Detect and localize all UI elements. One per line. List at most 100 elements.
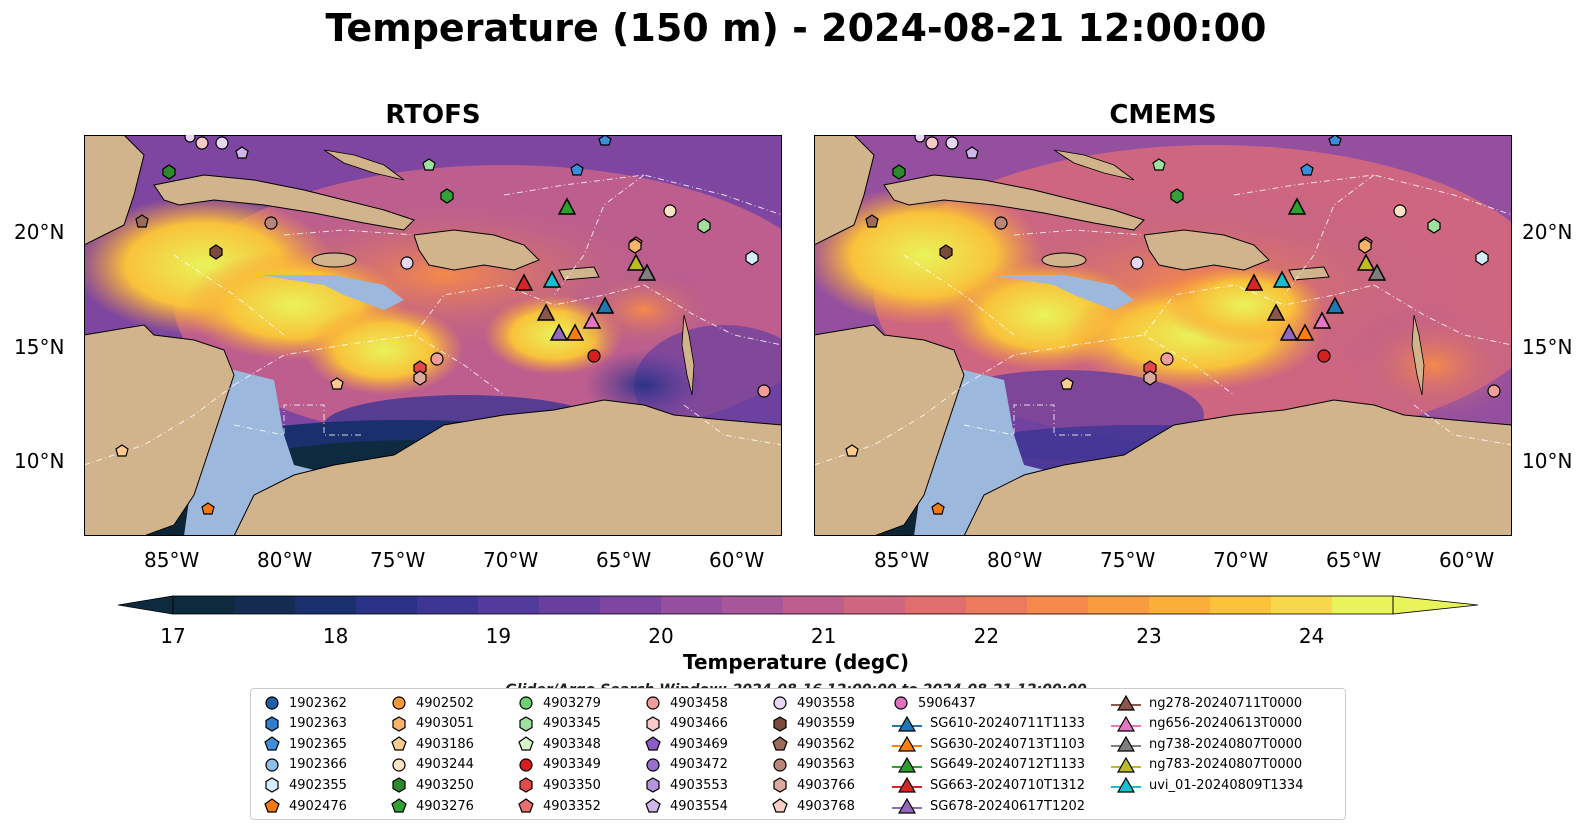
map-panel-cmems <box>814 135 1512 536</box>
legend-item: ng738-20240807T0000 <box>1111 734 1302 754</box>
colorbar-segment <box>722 596 784 614</box>
colorbar-segment <box>1027 596 1089 614</box>
lat-label-left: 20°N <box>14 220 65 244</box>
colorbar-segment <box>1210 596 1272 614</box>
legend-marker-icon <box>518 798 534 813</box>
legend-item-label: 4903186 <box>416 736 474 752</box>
legend-marker-icon <box>391 736 407 751</box>
legend-marker-icon <box>645 736 661 751</box>
legend-marker-icon <box>518 736 534 751</box>
legend-marker-icon <box>1111 756 1141 773</box>
legend-marker-icon <box>392 777 406 794</box>
legend-marker-icon <box>1111 715 1141 732</box>
legend-item-label: 4903558 <box>797 695 855 711</box>
legend-marker-icon <box>1111 694 1141 711</box>
lon-label: 80°W <box>257 548 313 572</box>
colorbar-segment <box>1271 596 1333 614</box>
colorbar-tick-label: 24 <box>1298 624 1325 648</box>
legend-marker-icon <box>519 696 533 710</box>
colorbar-segment <box>417 596 479 614</box>
legend-item: 4903554 <box>644 796 728 816</box>
lat-label-right: 10°N <box>1522 449 1573 473</box>
colorbar-segment <box>234 596 296 614</box>
legend-item-label: 4903469 <box>670 736 728 752</box>
legend-item-label: ng278-20240711T0000 <box>1149 695 1303 711</box>
legend-item: 4903348 <box>517 734 601 754</box>
legend-item: 4903553 <box>644 775 728 795</box>
legend-item-label: 4903345 <box>543 716 601 732</box>
colorbar-segment <box>1332 596 1394 614</box>
lat-label-right: 15°N <box>1522 335 1573 359</box>
legend-item-label: 4903352 <box>543 798 601 814</box>
legend-marker-icon <box>772 736 788 751</box>
lon-label: 85°W <box>144 548 200 572</box>
legend-marker-icon <box>1111 735 1141 752</box>
colorbar-extend-max <box>1392 595 1479 615</box>
legend-item: 4902355 <box>263 775 347 795</box>
lon-label: 80°W <box>987 548 1043 572</box>
colorbar-tick-label: 17 <box>160 624 186 648</box>
legend-item: SG610-20240711T1133 <box>892 714 1085 734</box>
legend-item: 4903349 <box>517 755 601 775</box>
colorbar-extend-min <box>117 595 174 615</box>
legend-item-label: 4903768 <box>797 798 855 814</box>
legend-item-label: SG649-20240712T1133 <box>930 757 1086 773</box>
legend-marker-icon <box>519 758 533 772</box>
legend-marker-icon <box>264 736 280 751</box>
legend-item: SG649-20240712T1133 <box>892 755 1085 775</box>
legend-item-label: ng783-20240807T0000 <box>1149 757 1303 773</box>
legend-item-label: 4903276 <box>416 798 474 814</box>
legend-marker-icon <box>773 777 787 794</box>
lon-label: 75°W <box>370 548 426 572</box>
panel-title-rtofs: RTOFS <box>385 100 481 130</box>
colorbar-segment <box>295 596 357 614</box>
legend-marker-icon <box>646 696 660 710</box>
colorbar-segment <box>478 596 540 614</box>
legend-item-label: 1902365 <box>289 736 347 752</box>
legend-marker-icon <box>773 758 787 772</box>
legend-item: 4903458 <box>644 693 728 713</box>
legend-item-label: 4903466 <box>670 716 728 732</box>
legend-item-label: 4902476 <box>289 798 347 814</box>
legend-item-label: 4903458 <box>670 695 728 711</box>
colorbar-tick-label: 21 <box>810 624 837 648</box>
lat-label-left: 10°N <box>14 449 65 473</box>
colorbar-tick-label: 18 <box>322 624 349 648</box>
colorbar-tick-label: 20 <box>648 624 674 648</box>
legend-item-label: 4903348 <box>543 736 601 752</box>
legend: 1902362 1902363 1902365 1902366 4902355 49024… <box>250 688 1346 820</box>
legend-item: 4903469 <box>644 734 728 754</box>
legend-item-label: 4902355 <box>289 777 347 793</box>
legend-marker-icon <box>894 696 908 710</box>
legend-item: 1902363 <box>263 714 347 734</box>
legend-item-label: SG630-20240713T1103 <box>930 736 1086 752</box>
legend-item: 1902366 <box>263 755 347 775</box>
colorbar-tick-label: 19 <box>485 624 512 648</box>
legend-marker-icon <box>519 777 533 794</box>
legend-item: 4903766 <box>771 775 855 795</box>
lon-label: 75°W <box>1100 548 1156 572</box>
legend-marker-icon <box>892 715 922 732</box>
legend-item-label: SG610-20240711T1133 <box>930 716 1086 732</box>
colorbar-tick-label: 23 <box>1136 624 1162 648</box>
legend-item: SG678-20240617T1202 <box>892 796 1085 816</box>
legend-marker-icon <box>264 798 280 813</box>
legend-marker-icon <box>391 798 407 813</box>
legend-marker-icon <box>392 696 406 710</box>
legend-item: 4903051 <box>390 714 474 734</box>
legend-item: 4902502 <box>390 693 474 713</box>
legend-marker-icon <box>265 777 279 794</box>
lat-label-right: 20°N <box>1522 220 1573 244</box>
lon-label: 85°W <box>874 548 930 572</box>
lat-label-left: 15°N <box>14 335 65 359</box>
legend-marker-icon <box>265 715 279 732</box>
legend-item: 4903244 <box>390 755 474 775</box>
legend-marker-icon <box>646 758 660 772</box>
legend-item-label: 5906437 <box>918 695 976 711</box>
legend-item-label: SG663-20240710T1312 <box>930 777 1086 793</box>
legend-item-label: 4902502 <box>416 695 474 711</box>
legend-item: ng656-20240613T0000 <box>1111 714 1302 734</box>
legend-marker-icon <box>773 696 787 710</box>
legend-item-label: 4903349 <box>543 757 601 773</box>
colorbar <box>117 595 1479 619</box>
